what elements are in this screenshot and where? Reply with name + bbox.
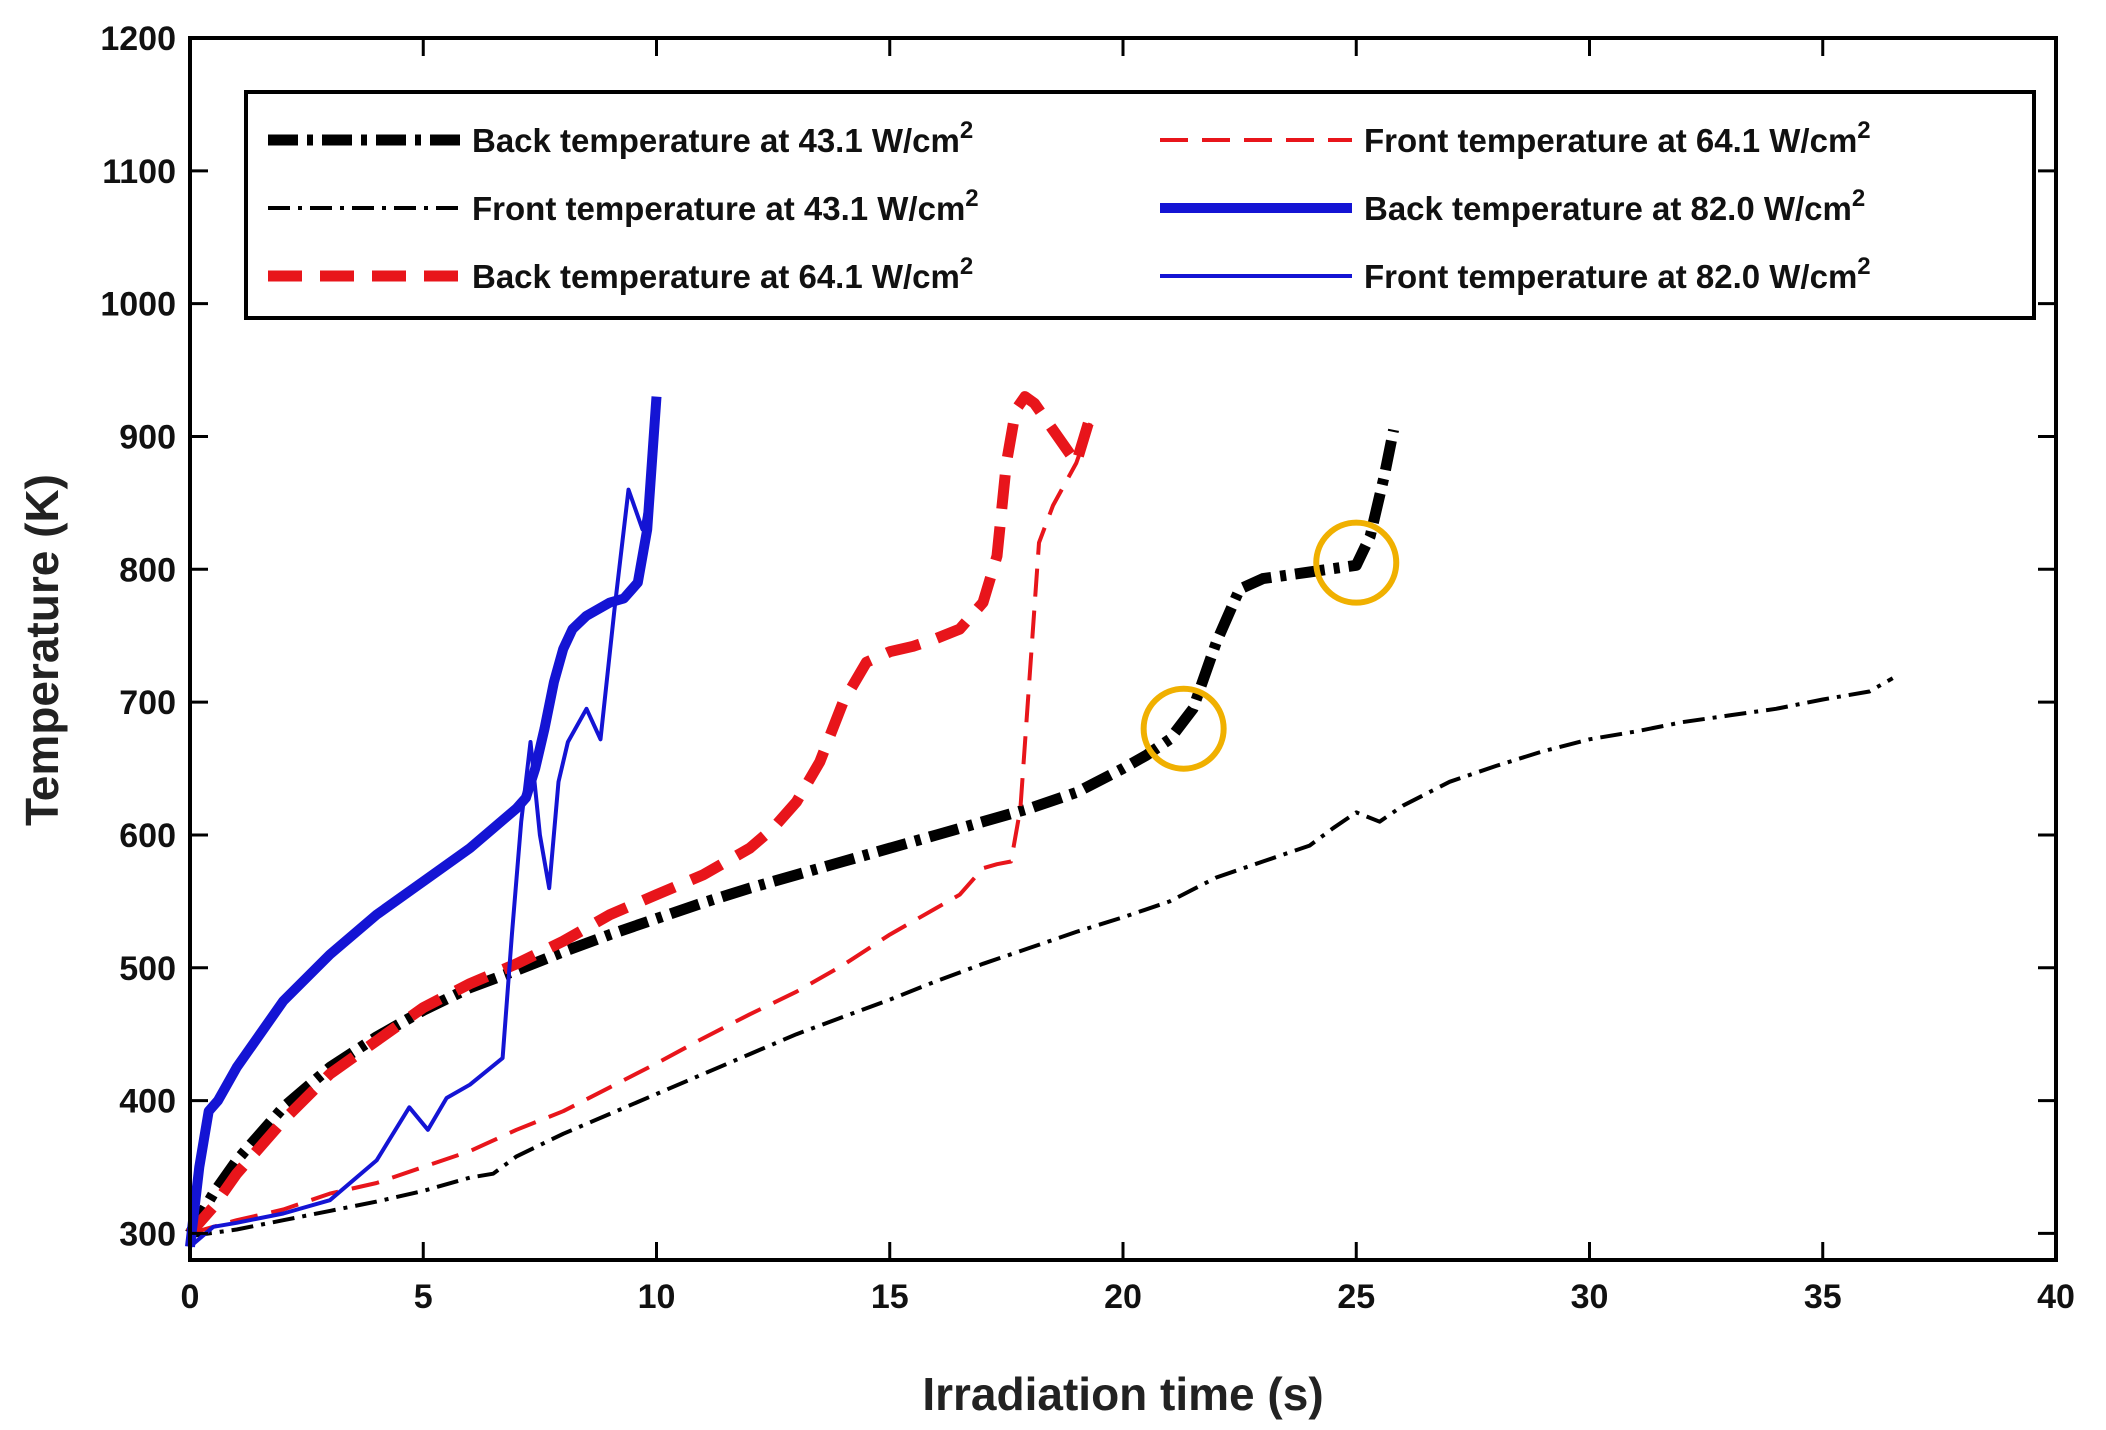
annotation-circle-1 [1313, 519, 1400, 606]
y-tick-label-1: 400 [119, 1083, 176, 1121]
annotation-circle-0 [1140, 685, 1227, 772]
legend-label-superscript-5: 2 [1857, 253, 1870, 280]
x-axis-label: Irradiation time (s) [922, 1368, 1323, 1420]
legend-label-1: Front temperature at 43.1 W/cm2 [472, 185, 979, 227]
x-tick-label-0: 0 [181, 1278, 200, 1316]
series-layer [185, 391, 1894, 1249]
x-tick-label-7: 35 [1804, 1278, 1842, 1316]
legend-label-superscript-1: 2 [965, 185, 978, 212]
x-tick-label-1: 5 [414, 1278, 433, 1316]
y-tick-label-5: 800 [119, 551, 176, 589]
series-line-4 [185, 396, 662, 1248]
y-tick-label-6: 900 [119, 418, 176, 456]
legend-label-3: Front temperature at 64.1 W/cm2 [1364, 117, 1871, 159]
legend-label-4: Back temperature at 82.0 W/cm2 [1364, 185, 1865, 227]
x-tick-label-5: 25 [1337, 1278, 1375, 1316]
legend: Back temperature at 43.1 W/cm2 Front temp… [244, 90, 2036, 320]
y-tick-label-4: 700 [119, 684, 176, 722]
legend-label-0: Back temperature at 43.1 W/cm2 [472, 117, 973, 159]
series-line-2 [185, 391, 1096, 1238]
legend-label-superscript-4: 2 [1852, 185, 1865, 212]
legend-label-superscript-3: 2 [1857, 117, 1870, 144]
annotation-layer [1140, 519, 1400, 772]
x-tick-label-8: 40 [2037, 1278, 2075, 1316]
x-tick-label-6: 30 [1571, 1278, 1609, 1316]
x-tick-label-3: 15 [871, 1278, 909, 1316]
series-line-3 [189, 422, 1093, 1236]
x-tick-label-2: 10 [638, 1278, 676, 1316]
y-tick-label-3: 600 [119, 817, 176, 855]
y-axis-label: Temperature (K) [16, 474, 68, 826]
legend-label-superscript-0: 2 [960, 117, 973, 144]
y-tick-label-2: 500 [119, 950, 176, 988]
series-line-5 [188, 436, 659, 1249]
y-tick-label-8: 1100 [102, 153, 176, 191]
series-line-1 [189, 676, 1894, 1239]
tick-layer: 0 5 10 15 20 25 30 35 40 300 400 500 600 700 800 900 100… [100, 20, 2075, 1316]
legend-label-2: Back temperature at 64.1 W/cm2 [472, 253, 973, 295]
legend-label-superscript-2: 2 [960, 253, 973, 280]
legend-box [244, 90, 2036, 320]
legend-label-5: Front temperature at 82.0 W/cm2 [1364, 253, 1871, 295]
legend-entries: Back temperature at 43.1 W/cm2 Front temp… [268, 117, 1871, 295]
x-tick-label-4: 20 [1104, 1278, 1142, 1316]
y-tick-label-9: 1200 [100, 20, 176, 58]
y-tick-label-0: 300 [119, 1215, 176, 1253]
y-tick-label-7: 1000 [100, 286, 176, 324]
